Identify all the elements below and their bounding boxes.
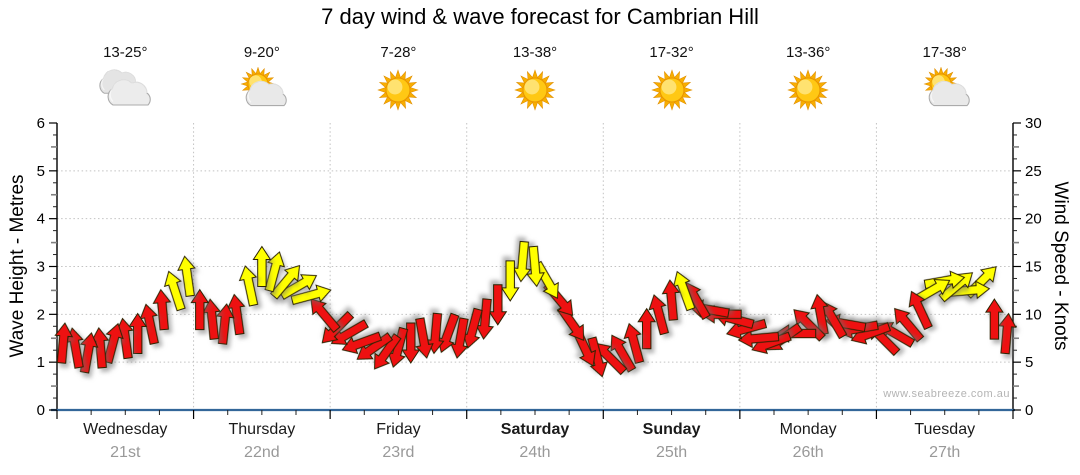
date-label: 22nd [244,444,280,461]
day-label: Friday [376,421,420,438]
left-axis-title: Wave Height - Metres [7,174,28,358]
right-tick-label: 30 [1025,115,1042,132]
temperature-label: 13-25° [103,44,148,61]
wind-arrow [984,298,1004,340]
weather-icon-sunny [508,67,562,118]
wind-arrow [177,255,196,298]
wind-arrow [264,251,286,293]
wind-arrow [610,334,637,373]
wind-arrow [661,279,681,321]
right-tick-label: 5 [1025,354,1033,371]
wind-arrow [269,264,301,300]
date-label: 25th [656,444,687,461]
wind-arrow [128,312,148,354]
wind-arrow [152,288,172,331]
wind-arrow [623,322,645,365]
wind-arrow [526,245,545,288]
right-tick-label: 25 [1025,163,1042,180]
day-label: Thursday [229,421,296,438]
wind-arrow [238,265,259,307]
wind-arrow [637,307,657,350]
date-label: 27th [929,444,960,461]
wind-arrow [587,336,608,378]
wind-arrow [997,312,1017,355]
date-label: 26th [793,444,824,461]
right-tick-label: 20 [1025,211,1042,228]
wind-arrow [215,303,235,345]
wind-arrow [163,270,186,312]
wind-arrow [278,274,318,300]
temperature-label: 17-38° [922,44,967,61]
left-tick-label: 4 [37,211,45,228]
weather-icon-sunny [781,67,835,118]
date-label: 21st [110,444,141,461]
wind-arrow [894,307,925,343]
wind-arrow [415,317,434,359]
day-label: Monday [780,421,837,438]
day-label: Wednesday [83,421,167,438]
left-tick-label: 2 [37,306,45,323]
wind-arrow [341,331,383,355]
right-tick-label: 0 [1025,402,1033,419]
temperature-label: 7-28° [380,44,417,61]
temperature-label: 13-38° [512,44,558,61]
left-tick-label: 5 [37,163,45,180]
wind-arrow [190,288,210,331]
date-label: 23rd [382,444,414,461]
weather-icon-sunny [371,67,425,118]
wind-arrow [54,322,74,364]
day-label: Saturday [501,421,570,438]
left-tick-label: 6 [37,115,45,132]
temperature-label: 9-20° [243,44,280,61]
right-tick-label: 10 [1025,306,1042,323]
temperature-label: 17-32° [649,44,694,61]
wind-arrow [103,322,124,365]
date-label: 24th [519,444,550,461]
right-axis-title: Wind Speed - Knots [1050,181,1071,351]
temperature-label: 13-36° [785,44,831,61]
right-tick-label: 15 [1025,259,1042,276]
wind-arrow [908,290,933,331]
wind-arrow [79,332,99,374]
left-tick-label: 3 [37,259,45,276]
weather-icon-partly-cloudy [235,66,289,118]
left-tick-label: 0 [37,402,45,419]
day-label: Tuesday [914,421,975,438]
day-label: Sunday [643,421,701,438]
wind-arrow [252,245,272,287]
watermark: www.seabreeze.com.au [883,388,1010,400]
page-title: 7 day wind & wave forecast for Cambrian … [321,4,759,29]
wind-arrow [374,333,402,370]
weather-icon-sunny [645,67,699,118]
weather-icon-partly-cloudy [918,66,972,118]
wind-arrow [310,298,341,334]
left-tick-label: 1 [37,354,45,371]
weather-icon-cloudy [98,67,152,118]
wind-arrow [648,294,670,336]
wind-arrow [290,284,332,306]
wind-arrow [401,322,421,364]
